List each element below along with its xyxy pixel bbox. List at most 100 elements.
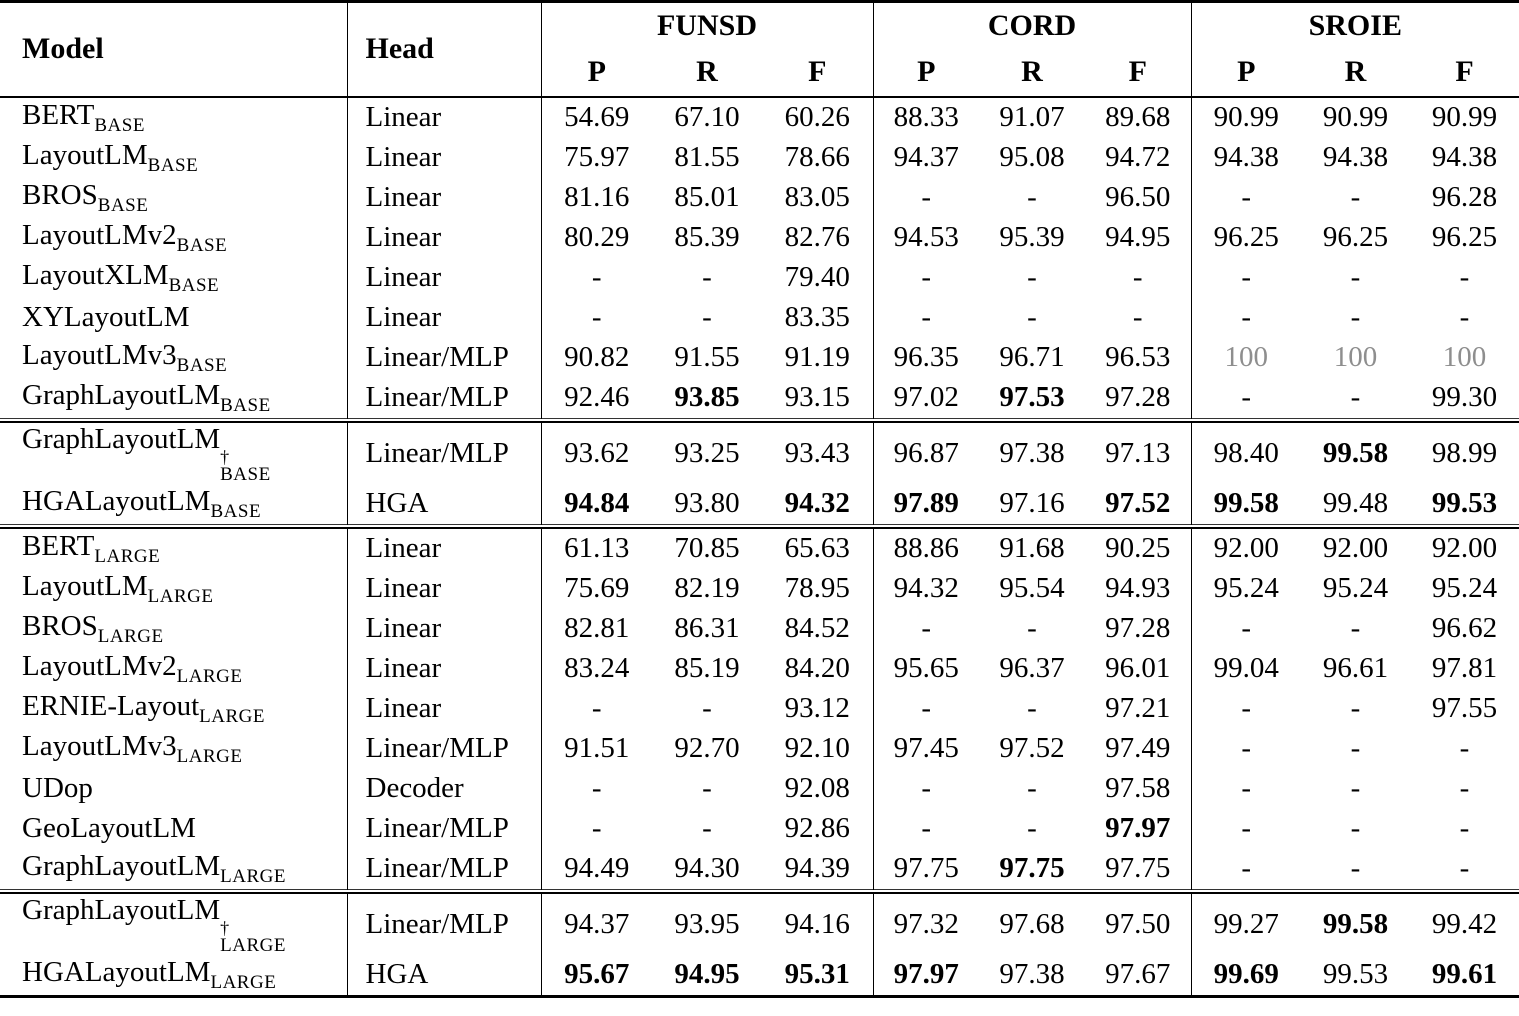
- metric-cell: 78.95: [762, 568, 874, 609]
- metric-cell: 100: [1442, 341, 1487, 373]
- metric-cell: 91.55: [674, 341, 740, 373]
- model-subscript: LARGE: [199, 705, 265, 727]
- model-cell: GraphLayoutLM † LARGE: [0, 892, 348, 955]
- metric-cell: -: [1350, 612, 1361, 645]
- header-row-groups: Model Head FUNSD CORD SROIE: [0, 1, 1519, 98]
- metric-cell: 61.13: [564, 532, 630, 565]
- model-name: LayoutLMv3: [22, 729, 177, 762]
- model-cell: LayoutLMv2LARGE: [0, 648, 348, 689]
- metric-cell: 90.99: [1213, 101, 1279, 133]
- column-header-head: Head: [347, 1, 542, 98]
- metric-cell: 95.54: [999, 572, 1065, 605]
- model-dagger-subscript: † LARGE: [220, 919, 286, 955]
- model-name: BERT: [22, 529, 95, 562]
- model-subscript: BASE: [168, 274, 220, 296]
- metric-cell: 97.13: [1085, 421, 1192, 484]
- column-header-sroie-p: P: [1191, 48, 1301, 98]
- metric-cell: 96.35: [893, 341, 959, 373]
- metric-cell: 90.25: [1085, 527, 1192, 569]
- block-separator-rule: [0, 417, 1519, 423]
- table-row: BROSBASE Linear 81.16 85.01 83.05- -96.50- -96…: [0, 177, 1519, 218]
- metric-cell: -: [1241, 261, 1252, 293]
- metric-cell: 97.50: [1085, 892, 1192, 955]
- model-subscript: BASE: [97, 194, 149, 216]
- model-name: UDop: [22, 772, 93, 805]
- column-header-cord-p: P: [873, 48, 979, 98]
- metric-cell: -: [1241, 381, 1252, 413]
- metric-cell: 97.38: [999, 436, 1065, 469]
- metric-cell: -: [702, 772, 712, 805]
- model-cell: GeoLayoutLM: [0, 808, 348, 849]
- metric-cell: 95.24: [1213, 572, 1279, 605]
- head-cell: Linear: [347, 297, 542, 338]
- head-cell: Linear: [347, 568, 542, 609]
- metric-cell: -: [1350, 261, 1361, 293]
- metric-cell: 91.07: [999, 101, 1065, 133]
- metric-cell: 99.53: [1431, 487, 1498, 520]
- column-header-sroie-f: F: [1410, 48, 1519, 98]
- metric-cell: -: [1027, 261, 1037, 293]
- metric-cell: -: [1241, 612, 1252, 645]
- metric-cell: -: [1241, 812, 1252, 845]
- model-cell: LayoutLMv3LARGE: [0, 728, 348, 769]
- table-row: GeoLayoutLM Linear/MLP - - 92.86 - - 97.97 - - -: [0, 808, 1519, 849]
- metric-cell: 79.40: [762, 257, 874, 298]
- metric-cell: -: [1459, 261, 1470, 293]
- metric-cell: 93.15: [762, 377, 874, 418]
- metric-cell: 92.00: [1322, 532, 1389, 565]
- table-row: LayoutLMLARGE Linear 75.69 82.19 78.95 94.32 9…: [0, 568, 1519, 609]
- metric-cell: 84.20: [762, 648, 874, 689]
- model-cell: LayoutLMBASE: [0, 137, 348, 178]
- table-row: LayoutLMBASE Linear 75.97 81.55 78.66 94.37 95…: [0, 137, 1519, 178]
- model-name: BROS: [22, 178, 98, 211]
- metric-cell: 97.16: [999, 487, 1065, 520]
- metric-cell: 94.16: [762, 892, 874, 955]
- block-separator-row: [0, 523, 1519, 529]
- table-row: LayoutLMv3BASE Linear/MLP 90.82 91.55 91.19 9…: [0, 337, 1519, 378]
- metric-cell: -: [1085, 257, 1192, 298]
- metric-cell: 96.53: [1085, 337, 1192, 378]
- metric-cell: 94.39: [762, 848, 874, 890]
- metric-cell: 81.16: [564, 181, 630, 213]
- model-name: LayoutLMv2: [22, 649, 177, 682]
- metric-cell: -: [1027, 812, 1037, 845]
- metric-cell: 92.00: [1431, 532, 1498, 565]
- metric-cell: -: [1241, 181, 1252, 213]
- dagger-superscript: †: [220, 446, 230, 467]
- head-cell: Linear: [347, 527, 542, 569]
- metric-cell: 93.25: [674, 436, 740, 469]
- head-cell: Linear/MLP: [347, 377, 542, 418]
- model-cell: LayoutLMv2BASE: [0, 217, 348, 258]
- model-name: GeoLayoutLM: [22, 812, 196, 845]
- metric-cell: 82.81: [564, 612, 630, 645]
- metric-cell: -: [1459, 772, 1470, 805]
- metric-cell: -: [591, 692, 602, 725]
- metric-cell: 92.08: [762, 768, 874, 809]
- metric-cell: -: [921, 812, 932, 845]
- model-cell: GraphLayoutLMBASE: [0, 377, 348, 418]
- metric-cell: -: [1241, 692, 1252, 725]
- metric-cell: 95.24: [1431, 572, 1498, 605]
- metric-cell: 94.84: [564, 487, 630, 520]
- metric-cell: 94.32: [762, 483, 874, 525]
- metric-cell: 93.12: [762, 688, 874, 729]
- metric-cell: -: [1350, 301, 1361, 333]
- metric-cell: 94.38: [1322, 141, 1389, 173]
- metric-cell: -: [702, 812, 712, 845]
- table-row: LayoutXLMBASE Linear - -79.40- - - - - -: [0, 257, 1519, 298]
- metric-cell: 96.25: [1213, 221, 1279, 253]
- model-subscript: LARGE: [220, 865, 286, 887]
- metric-cell: 94.95: [1085, 217, 1192, 258]
- metric-cell: 97.97: [1085, 808, 1192, 849]
- table-row: LayoutLMv2BASE Linear 80.29 85.39 82.76 94.53…: [0, 217, 1519, 258]
- head-cell: Linear: [347, 177, 542, 218]
- model-subscript: BASE: [220, 463, 271, 485]
- head-cell: Linear: [347, 137, 542, 178]
- head-cell: Linear: [347, 648, 542, 689]
- model-subscript: LARGE: [147, 585, 214, 607]
- metric-cell: 95.31: [762, 954, 874, 997]
- head-cell: Linear/MLP: [347, 421, 542, 484]
- table-body: BERTBASE Linear 54.69 67.10 60.26 88.33 91.07 8…: [0, 96, 1519, 997]
- model-cell: BROSLARGE: [0, 608, 348, 649]
